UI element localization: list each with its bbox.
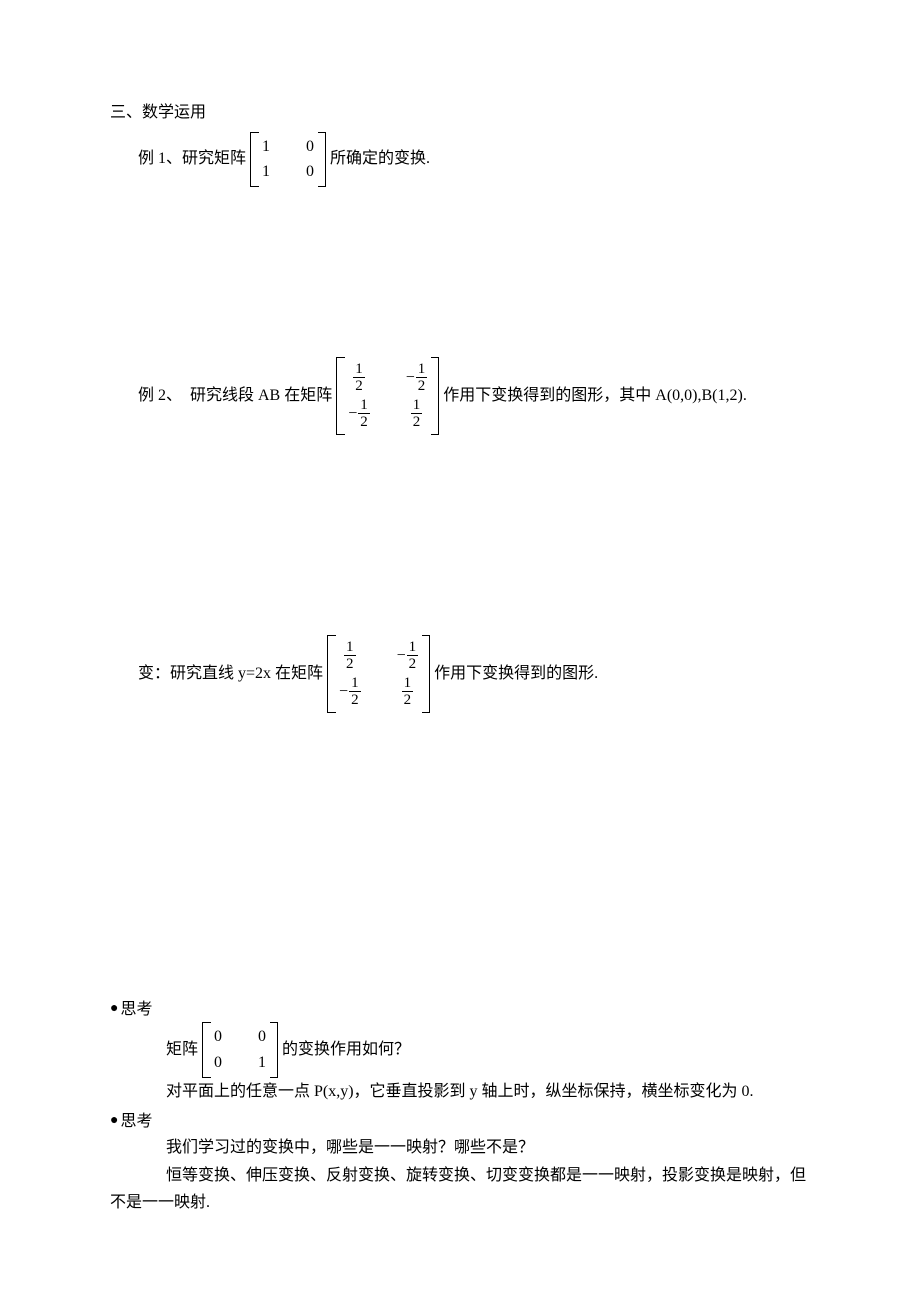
ex1-prefix: 例 1、研究矩阵 <box>138 146 246 172</box>
bullet-icon: ● <box>110 1110 118 1132</box>
matrix-cell: − 1 2 <box>348 397 370 431</box>
matrix-cell: 1 2 <box>402 675 414 709</box>
matrix-cell: 1 2 <box>344 639 356 673</box>
matrix-cell: − 1 2 <box>406 361 428 395</box>
section-title: 三、数学运用 <box>110 100 810 126</box>
ex1-matrix: 1 0 1 0 <box>250 132 326 187</box>
bracket-left-icon <box>250 132 258 187</box>
ex2-suffix: 作用下变换得到的图形，其中 A(0,0),B(1,2). <box>443 383 747 409</box>
bullet-icon: ● <box>110 998 118 1020</box>
matrix-cell: 0 <box>306 159 314 185</box>
think1-body: 对平面上的任意一点 P(x,y)，它垂直投影到 y 轴上时，纵坐标保持，横坐标变… <box>166 1078 810 1105</box>
think1-suffix: 的变换作用如何？ <box>282 1037 410 1063</box>
variant-matrix: 1 2 − 1 2 − 1 2 1 2 <box>327 635 430 713</box>
example-2: 例 2、 研究线段 AB 在矩阵 1 2 − 1 2 − 1 2 <box>138 357 810 435</box>
bracket-left-icon <box>327 635 335 713</box>
think-1-heading: ● 思考 <box>110 997 810 1023</box>
think-label: 思考 <box>120 1109 152 1135</box>
think2-question: 我们学习过的变换中，哪些是一一映射？哪些不是？ <box>166 1134 810 1161</box>
think2-answer: 恒等变换、伸压变换、反射变换、旋转变换、切变变换都是一一映射，投影变换是映射，但… <box>110 1162 810 1216</box>
ex2-prefix: 例 2、 研究线段 AB 在矩阵 <box>138 383 332 409</box>
matrix-cell: − 1 2 <box>339 675 361 709</box>
ex1-suffix: 所确定的变换. <box>330 146 430 172</box>
bracket-right-icon <box>318 132 326 187</box>
variant-prefix: 变：研究直线 y=2x 在矩阵 <box>138 661 323 687</box>
matrix-cell: 1 2 <box>411 397 423 431</box>
think-2-heading: ● 思考 <box>110 1109 810 1135</box>
matrix-cell: 1 <box>262 134 270 160</box>
bracket-right-icon <box>422 635 430 713</box>
think-1-line: 矩阵 0 0 0 1 的变换作用如何？ <box>166 1022 810 1077</box>
matrix-cell: 0 <box>306 134 314 160</box>
variant-suffix: 作用下变换得到的图形. <box>434 661 598 687</box>
matrix-cell: 0 <box>214 1050 222 1076</box>
matrix-cell: 1 <box>258 1050 266 1076</box>
matrix-cell: 1 <box>262 159 270 185</box>
bracket-left-icon <box>336 357 344 435</box>
bracket-right-icon <box>270 1022 278 1077</box>
matrix-cell: 0 <box>258 1024 266 1050</box>
matrix-cell: − 1 2 <box>397 639 419 673</box>
think1-prefix: 矩阵 <box>166 1037 198 1063</box>
ex2-matrix: 1 2 − 1 2 − 1 2 1 2 <box>336 357 439 435</box>
example-1: 例 1、研究矩阵 1 0 1 0 所确定的变换. <box>138 132 810 187</box>
matrix-cell: 0 <box>214 1024 222 1050</box>
bracket-left-icon <box>202 1022 210 1077</box>
variant: 变：研究直线 y=2x 在矩阵 1 2 − 1 2 − 1 2 <box>138 635 810 713</box>
matrix-cell: 1 2 <box>353 361 365 395</box>
think-label: 思考 <box>120 997 152 1023</box>
think1-matrix: 0 0 0 1 <box>202 1022 278 1077</box>
bracket-right-icon <box>431 357 439 435</box>
